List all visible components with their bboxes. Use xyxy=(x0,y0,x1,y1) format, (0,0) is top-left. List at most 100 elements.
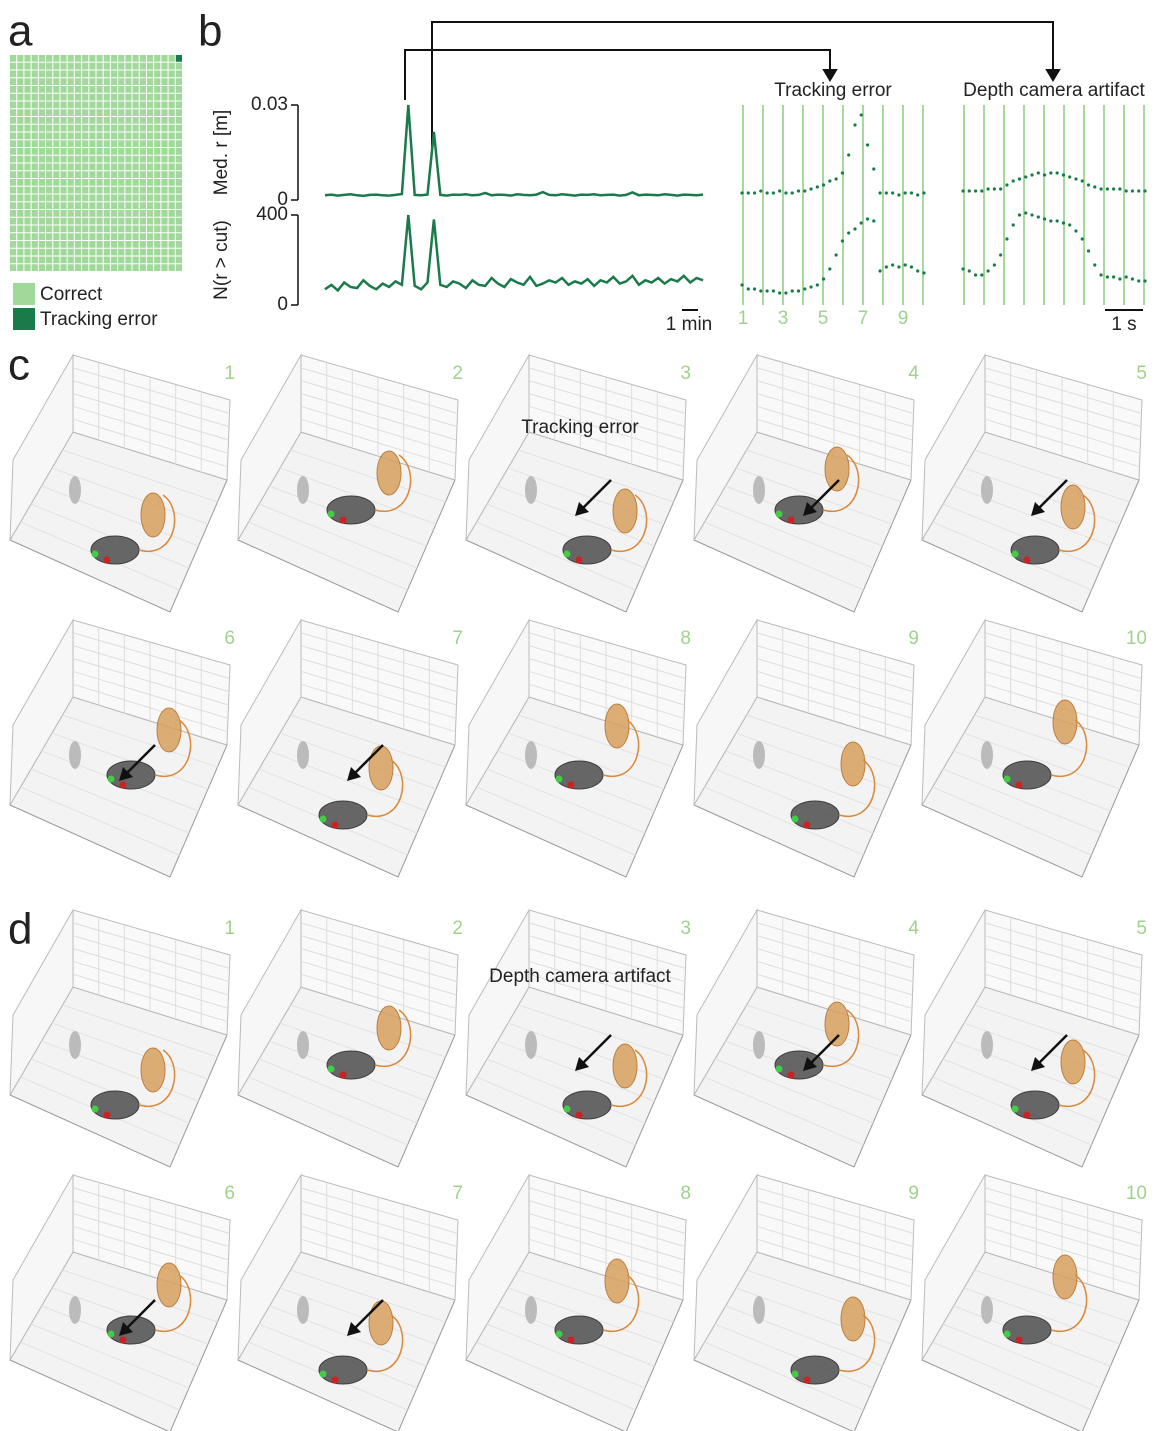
waffle-cell xyxy=(53,132,60,140)
waffle-cell xyxy=(24,241,31,248)
grid xyxy=(248,521,408,591)
frame-number: 7 xyxy=(452,1183,463,1204)
waffle-cell xyxy=(82,194,89,202)
waffle-cell xyxy=(161,248,168,256)
waffle-cell xyxy=(125,109,132,116)
marker xyxy=(787,1071,795,1079)
waffle-cell xyxy=(96,264,103,271)
waffle-cell xyxy=(103,132,110,140)
grid xyxy=(72,1225,229,1274)
waffle-cell xyxy=(103,124,110,132)
grid xyxy=(528,1213,685,1261)
waffle-cell xyxy=(67,78,74,85)
waffle-cell xyxy=(103,93,110,101)
grid xyxy=(756,670,913,719)
marker xyxy=(319,1370,327,1378)
waffle-cell xyxy=(82,248,89,256)
arrow xyxy=(808,1034,840,1066)
marker xyxy=(103,556,111,564)
point xyxy=(999,187,1003,191)
waffle-cell xyxy=(89,217,96,225)
waffle-cell xyxy=(125,155,132,163)
waffle-cell xyxy=(139,241,146,248)
grid xyxy=(704,786,864,856)
waffle-cell xyxy=(89,225,96,233)
waffle-cell xyxy=(96,186,103,194)
waffle-cell xyxy=(168,163,175,171)
waffle-cell xyxy=(118,217,125,225)
waffle-cell xyxy=(17,225,24,233)
shadow xyxy=(69,476,81,504)
waffle-cell xyxy=(103,86,110,93)
waffle-cell xyxy=(103,241,110,248)
shadow xyxy=(753,1031,765,1059)
grid xyxy=(62,1004,218,1058)
waffle-cell xyxy=(168,202,175,209)
waffle-cell xyxy=(38,256,46,264)
waffle-cell xyxy=(132,225,139,233)
waffle-cell xyxy=(53,86,60,93)
waffle-cell xyxy=(103,217,110,225)
shadow xyxy=(297,741,309,769)
grid xyxy=(974,714,1130,768)
waffle-cell xyxy=(17,248,24,256)
waffle-cell xyxy=(17,124,24,132)
waffle-cell xyxy=(139,55,146,62)
marker xyxy=(107,775,115,783)
waffle-cell xyxy=(17,171,24,178)
grid xyxy=(756,1200,914,1248)
grid xyxy=(953,485,1111,547)
shadow xyxy=(981,741,993,769)
grid xyxy=(300,670,457,719)
waffle-cell xyxy=(24,264,31,271)
waffle-cell xyxy=(74,179,82,186)
waffle-cell xyxy=(146,70,154,78)
point xyxy=(922,191,926,195)
waffle-cell xyxy=(24,55,31,62)
shadow xyxy=(753,476,765,504)
point xyxy=(1061,173,1066,177)
y-tick-label: 0 xyxy=(277,189,288,210)
grid xyxy=(476,1076,636,1146)
arrow-head xyxy=(1045,69,1061,82)
point xyxy=(771,191,775,195)
waffle-cell xyxy=(53,55,60,62)
waffle-cell xyxy=(60,86,67,93)
marker xyxy=(327,510,335,518)
waffle-cell xyxy=(17,55,24,62)
grid xyxy=(476,1341,636,1411)
waffle-cell xyxy=(38,86,46,93)
waffle-cell xyxy=(154,148,161,155)
waffle-cell xyxy=(82,140,89,147)
grid xyxy=(300,1213,457,1261)
waffle-cell xyxy=(125,163,132,171)
waffle-cell xyxy=(31,132,38,140)
point xyxy=(1093,263,1097,267)
point xyxy=(865,217,870,221)
waffle-cell xyxy=(161,155,168,163)
waffle-cell xyxy=(139,124,146,132)
waffle-cell xyxy=(24,210,31,217)
waffle-cell xyxy=(175,55,182,62)
point xyxy=(840,171,845,175)
waffle-cell xyxy=(139,171,146,178)
waffle-cell xyxy=(161,194,168,202)
point xyxy=(752,287,757,291)
grid xyxy=(746,1269,902,1323)
waffle-cell xyxy=(46,202,53,209)
point xyxy=(865,143,870,147)
animal-body xyxy=(562,1090,612,1120)
grid xyxy=(290,1269,446,1323)
waffle-cell xyxy=(125,256,132,264)
frame-number: 1 xyxy=(224,918,235,939)
waffle-cell xyxy=(110,132,118,140)
waffle-cell xyxy=(175,225,182,233)
waffle-cell xyxy=(161,233,168,240)
waffle-cell xyxy=(118,132,125,140)
marker xyxy=(339,1071,347,1079)
waffle-cell xyxy=(60,217,67,225)
animal-body xyxy=(604,1258,630,1304)
waffle-cell xyxy=(161,171,168,178)
point xyxy=(1143,279,1147,283)
waffle-cell xyxy=(17,155,24,163)
